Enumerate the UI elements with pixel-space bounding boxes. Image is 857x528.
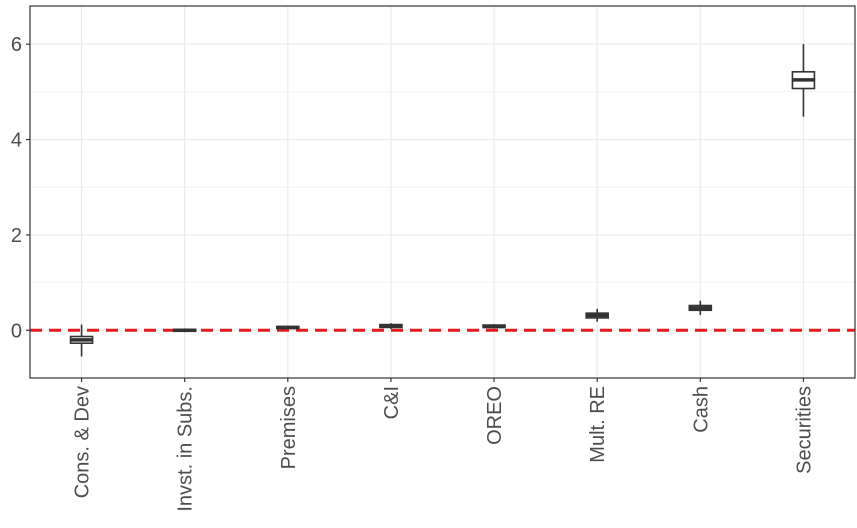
x-axis-ticks: Cons. & Dev Invst. in Subs. Premises C&I ORE… [72,378,815,512]
x-tick-label: C&I [381,386,403,419]
x-tick-label: OREO [484,386,506,445]
y-tick-label: 4 [11,130,22,152]
box-series [69,44,816,357]
x-tick-label: Invst. in Subs. [175,386,197,512]
x-tick-label: Cons. & Dev [72,386,94,498]
grid-lines [30,6,855,378]
box-premises [276,325,300,330]
x-tick-label: Premises [278,386,300,469]
box-invst-in-subs [172,328,197,333]
x-tick-label: Mult. RE [587,386,609,463]
y-tick-label: 2 [11,225,22,247]
x-tick-label: Cash [690,386,712,433]
x-tick-label: Securities [793,386,815,474]
box-cash [688,300,713,316]
box-mult-re [585,308,609,322]
box-oreo [482,324,506,329]
y-tick-label: 6 [11,34,22,56]
box-cons-dev [69,324,94,357]
y-axis-ticks: 0 2 4 6 [11,34,30,342]
box-securities [791,44,816,117]
plot-panel-border [29,5,856,379]
box-c-i [379,323,403,329]
y-tick-label: 0 [11,320,22,342]
